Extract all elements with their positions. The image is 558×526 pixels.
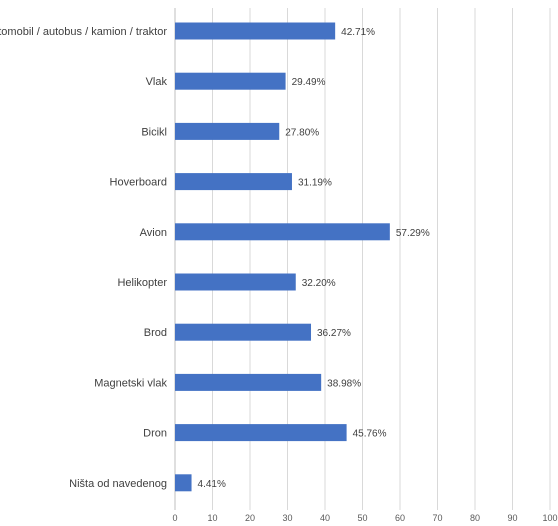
bar: [175, 72, 286, 90]
category-label: Bicikl: [141, 126, 167, 138]
data-label: 27.80%: [285, 127, 319, 138]
x-tick-label: 90: [507, 513, 517, 523]
x-tick-label: 80: [470, 513, 480, 523]
x-tick-label: 70: [432, 513, 442, 523]
data-label: 29.49%: [292, 77, 326, 88]
category-label: Dron: [143, 428, 167, 440]
data-label: 42.71%: [341, 27, 375, 38]
bar: [175, 22, 336, 40]
bar: [175, 122, 280, 140]
value-labels: 42.71% 29.49% 27.80% 31.19% 57.29% 32.20% 36.2…: [198, 27, 430, 490]
data-label: 32.20%: [302, 278, 336, 289]
x-tick-label: 60: [395, 513, 405, 523]
category-label: Helikopter: [117, 277, 167, 289]
category-label: Hoverboard: [110, 177, 167, 189]
data-label: 57.29%: [396, 228, 430, 239]
data-label: 31.19%: [298, 178, 332, 189]
x-tick-label: 30: [282, 513, 292, 523]
x-tick-label: 20: [245, 513, 255, 523]
bar: [175, 173, 292, 191]
data-label: 36.27%: [317, 328, 351, 339]
bar: [175, 424, 347, 442]
x-tick-label: 40: [320, 513, 330, 523]
category-labels: Automobil / autobus / kamion / traktor Vl…: [0, 26, 167, 490]
data-label: 38.98%: [327, 378, 361, 389]
category-label: Magnetski vlak: [94, 377, 167, 389]
category-label: Vlak: [146, 76, 168, 88]
category-label: Brod: [144, 327, 167, 339]
x-tick-label: 0: [172, 513, 177, 523]
bar: [175, 273, 296, 291]
category-label: Ništa od navedenog: [69, 478, 167, 490]
bar: [175, 373, 322, 391]
bar: [175, 223, 390, 241]
x-tick-labels: 0 10 20 30 40 50 60 70 80 90 100: [172, 513, 557, 523]
bar: [175, 474, 192, 492]
bar: [175, 323, 312, 341]
category-label: Automobil / autobus / kamion / traktor: [0, 26, 167, 38]
x-tick-label: 50: [357, 513, 367, 523]
x-tick-label: 10: [207, 513, 217, 523]
gridlines: [212, 8, 551, 510]
x-tick-label: 100: [542, 513, 557, 523]
category-label: Avion: [140, 227, 167, 239]
bars: [175, 22, 390, 492]
data-label: 4.41%: [198, 479, 226, 490]
data-label: 45.76%: [353, 429, 387, 440]
